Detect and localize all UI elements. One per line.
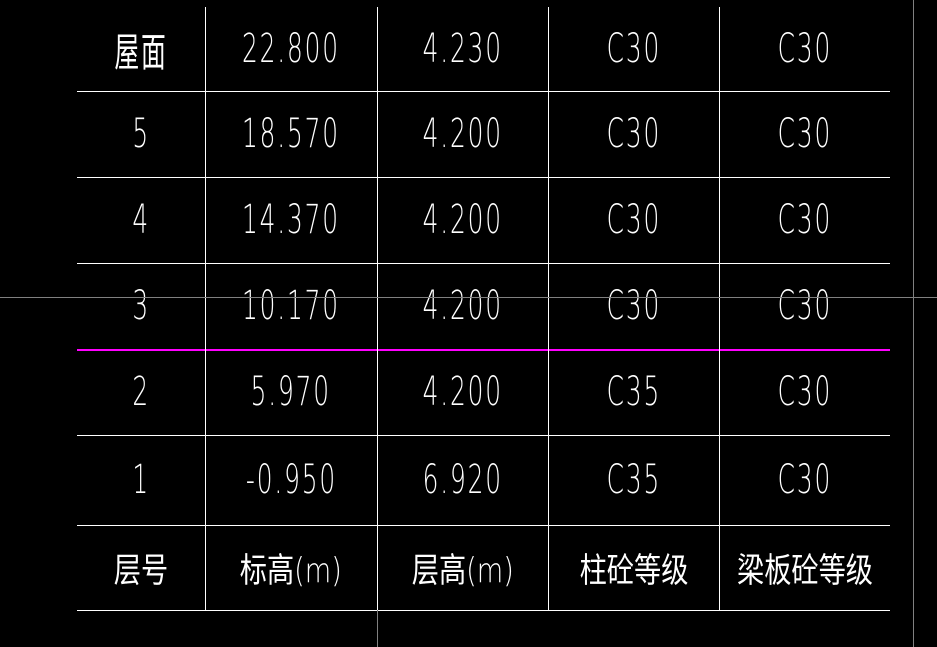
cell-text: C35 [606, 457, 661, 503]
cell-text: 2 [132, 369, 150, 415]
table-header-cell[interactable]: 层号 [77, 525, 205, 610]
table-cell[interactable]: 18.570 [205, 91, 377, 177]
cell-text: 柱砼等级 [579, 551, 688, 591]
cell-text: 10.170 [242, 283, 340, 329]
table-cell[interactable]: 2 [77, 349, 205, 435]
cell-text: C30 [606, 111, 661, 157]
table-cell[interactable]: C30 [719, 435, 890, 525]
table-cell[interactable]: 屋面 [77, 7, 205, 91]
table-cell[interactable]: 10.170 [205, 263, 377, 349]
cell-text: 4.200 [422, 283, 503, 329]
table-column-line [205, 7, 206, 610]
cell-text: C30 [777, 457, 832, 503]
table-cell[interactable]: 4.200 [377, 91, 548, 177]
cell-text: 梁板砼等级 [736, 551, 873, 591]
cell-text: -0.950 [245, 457, 337, 503]
table-cell[interactable]: 5.970 [205, 349, 377, 435]
table-cell[interactable]: C30 [548, 91, 719, 177]
table-header-cell[interactable]: 层高(m) [377, 525, 548, 610]
table-row-line [77, 435, 890, 436]
table-cell[interactable]: 14.370 [205, 177, 377, 263]
selected-row-line [77, 349, 890, 351]
cell-text: 3 [132, 283, 150, 329]
cell-text: 1 [132, 457, 150, 503]
table-cell[interactable]: 4.200 [377, 263, 548, 349]
table-column-line [548, 7, 549, 610]
table-column-line [719, 7, 720, 610]
table-cell[interactable]: 3 [77, 263, 205, 349]
cell-text: 层号 [113, 551, 169, 591]
cell-text: 4.200 [422, 197, 503, 243]
cell-text: C30 [777, 197, 832, 243]
cell-text: C30 [777, 283, 832, 329]
cell-text: 6.920 [422, 457, 503, 503]
table-cell[interactable]: 4.200 [377, 349, 548, 435]
cell-text: 4.200 [422, 111, 503, 157]
table-cell[interactable]: C30 [719, 91, 890, 177]
table-row-line [77, 525, 890, 526]
cell-text: 14.370 [242, 197, 340, 243]
cell-text: 4.200 [422, 369, 503, 415]
table-row-line [77, 263, 890, 264]
cell-text: C30 [777, 369, 832, 415]
table-cell[interactable]: C30 [719, 177, 890, 263]
table-cell[interactable]: 6.920 [377, 435, 548, 525]
table-cell[interactable]: C30 [548, 177, 719, 263]
cell-text: 4.230 [422, 26, 503, 72]
cell-text: 5.970 [250, 369, 332, 415]
crosshair-horizontal [0, 297, 937, 298]
table-cell[interactable]: C30 [719, 349, 890, 435]
table-cell[interactable]: 4.200 [377, 177, 548, 263]
table-row-line [77, 91, 890, 92]
table-cell[interactable]: C30 [719, 263, 890, 349]
table-cell[interactable]: 5 [77, 91, 205, 177]
cell-text: C30 [606, 197, 661, 243]
table-cell[interactable]: C30 [548, 263, 719, 349]
cell-text: 标高(m) [239, 551, 343, 591]
table-cell[interactable]: C30 [548, 7, 719, 91]
cell-text: 屋面 [114, 30, 168, 76]
table-row-line [77, 610, 890, 611]
table-header-cell[interactable]: 柱砼等级 [548, 525, 719, 610]
cell-text: 22.800 [242, 26, 340, 72]
cell-text: 5 [132, 111, 150, 157]
cell-text: C30 [606, 26, 661, 72]
table-cell[interactable]: -0.950 [205, 435, 377, 525]
crosshair-vertical [377, 610, 378, 647]
table-cell[interactable]: C35 [548, 435, 719, 525]
cell-text: C35 [606, 369, 661, 415]
cell-text: 层高(m) [411, 551, 514, 591]
cell-text: C30 [606, 283, 661, 329]
table-cell[interactable]: 22.800 [205, 7, 377, 91]
table-cell[interactable]: 4.230 [377, 7, 548, 91]
table-cell[interactable]: 4 [77, 177, 205, 263]
cell-text: C30 [777, 26, 832, 72]
table-header-cell[interactable]: 标高(m) [205, 525, 377, 610]
cell-text: C30 [777, 111, 832, 157]
cell-text: 4 [132, 197, 150, 243]
table-cell[interactable]: 1 [77, 435, 205, 525]
table-cell[interactable]: C30 [719, 7, 890, 91]
table-column-line [377, 7, 378, 610]
table-header-cell[interactable]: 梁板砼等级 [719, 525, 890, 610]
cell-text: 18.570 [242, 111, 340, 157]
viewport-edge-line [913, 0, 914, 647]
table-cell[interactable]: C35 [548, 349, 719, 435]
table-row-line [77, 177, 890, 178]
